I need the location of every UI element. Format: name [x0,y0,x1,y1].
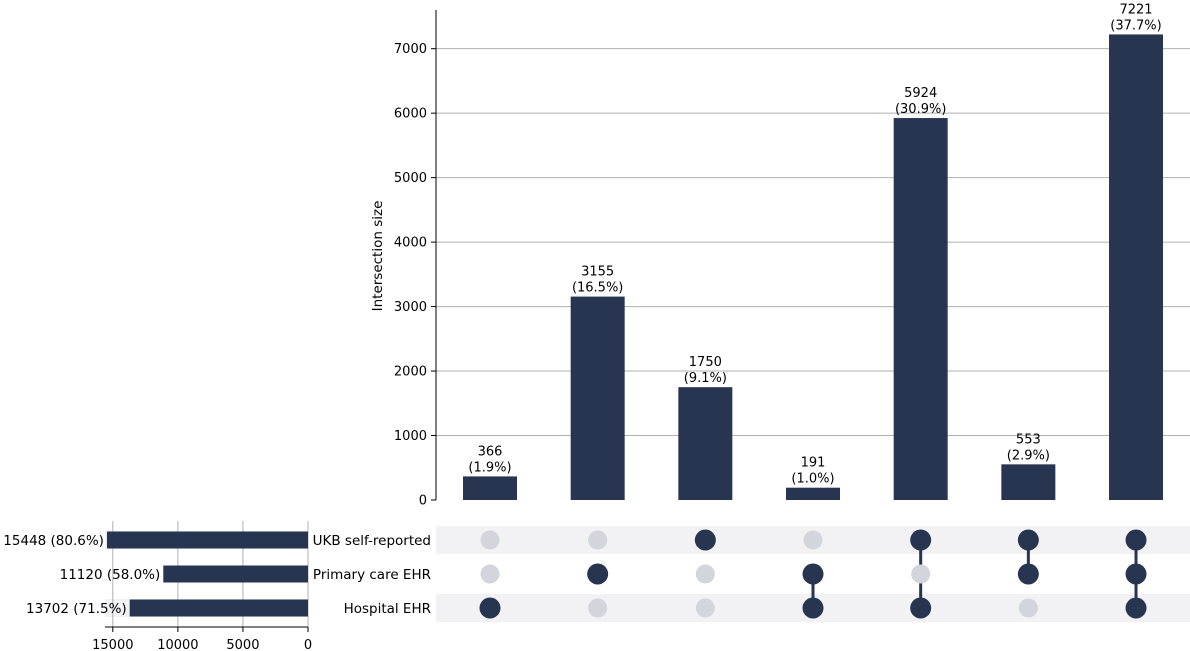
bar-value-label: 3155 [581,265,614,280]
matrix-dot-active [479,597,501,619]
bar-value-label: 366 [478,444,503,459]
matrix-dot-active [1125,563,1147,585]
intersection-bar [678,387,733,500]
intersection-y-axis: 0 1000 2000 3000 4000 5000 6000 7000 [394,10,437,509]
y-tick-label: 4000 [394,236,427,251]
matrix-dot-active [802,597,824,619]
matrix-dot-inactive [588,530,608,550]
intersection-gridlines [436,48,1190,437]
intersection-matrix [479,529,1147,619]
set-size-tick-label: 15000 [92,638,133,651]
intersection-bar [570,296,625,500]
y-tick-label: 6000 [394,107,427,122]
set-size-bars [106,531,308,617]
matrix-dot-active [1017,529,1039,551]
matrix-dot-inactive [480,564,500,584]
matrix-dot-active [587,563,609,585]
set-size-bar [129,599,308,617]
y-axis-label: Intersection size [370,201,386,312]
set-size-tick-label: 0 [304,638,312,651]
set-size-bar [106,531,308,549]
matrix-dot-active [1125,597,1147,619]
matrix-dot-active [910,529,932,551]
intersection-bar [1109,34,1164,501]
bar-value-label: 1750 [689,355,722,370]
set-size-tick-label: 5000 [226,638,259,651]
bar-value-label: 7221 [1119,2,1152,17]
matrix-dot-inactive [588,598,608,618]
set-size-label: 15448 (80.6%) [3,533,104,549]
bar-percent-label: (16.5%) [572,281,623,296]
set-size-labels: 15448 (80.6%) 11120 (58.0%) 13702 (71.5%) [3,533,160,617]
matrix-dot-active [1017,563,1039,585]
matrix-dot-inactive [480,530,500,550]
y-tick-label: 7000 [394,42,427,57]
set-size-bar [163,565,308,583]
set-names: UKB self-reported Primary care EHR Hospita… [313,533,431,617]
matrix-dot-inactive [695,598,715,618]
bar-percent-label: (1.0%) [791,472,834,487]
set-size-tick-label: 10000 [157,638,198,651]
bar-percent-label: (30.9%) [895,102,946,117]
bar-value-label: 5924 [904,86,937,101]
set-size-label: 13702 (71.5%) [26,601,127,617]
matrix-dot-active [910,597,932,619]
matrix-dot-inactive [803,530,823,550]
matrix-dot-inactive [695,564,715,584]
intersection-bar [893,118,948,500]
set-name-label: UKB self-reported [313,533,431,549]
bar-percent-label: (1.9%) [468,460,511,475]
set-name-label: Hospital EHR [344,601,431,617]
bar-value-label: 553 [1016,432,1041,447]
intersection-bar [463,476,517,500]
set-size-x-axis: 15000 10000 5000 0 [92,626,312,651]
bar-value-label: 191 [801,456,826,471]
bar-percent-label: (2.9%) [1007,448,1050,463]
matrix-dot-inactive [911,564,931,584]
intersection-bar [786,487,841,500]
intersection-bars [463,34,1164,501]
y-tick-label: 2000 [394,365,427,380]
bar-percent-label: (9.1%) [684,371,727,386]
y-tick-label: 1000 [394,429,427,444]
matrix-dot-active [694,529,716,551]
matrix-dot-active [802,563,824,585]
matrix-dot-inactive [1018,598,1038,618]
y-tick-label: 5000 [394,171,427,186]
intersection-bar-labels: 366(1.9%) 3155(16.5%) 1750(9.1%) 191(1.0%) 5… [468,2,1161,486]
bar-percent-label: (37.7%) [1110,18,1161,33]
y-tick-label: 3000 [394,300,427,315]
set-size-label: 11120 (58.0%) [60,567,161,583]
y-tick-label: 0 [419,494,427,509]
intersection-bar [1001,464,1056,500]
matrix-dot-active [1125,529,1147,551]
set-name-label: Primary care EHR [313,567,431,583]
